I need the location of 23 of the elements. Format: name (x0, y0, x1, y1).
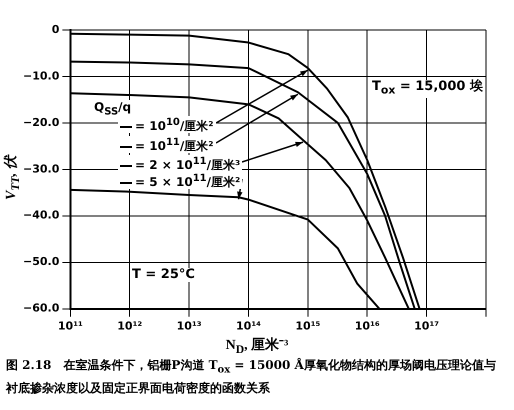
x-axis-title: N$_{D}$, 厘米⁻³ (224, 336, 290, 356)
x-tick-label: 10¹⁴ (236, 319, 262, 332)
x-tick-label: 10¹¹ (58, 319, 84, 332)
x-tick-label: 10¹³ (176, 319, 202, 332)
x-tick-label: 10¹² (117, 319, 142, 332)
y-tick-label: −20.0 (23, 116, 60, 129)
legend-label: = 5 × 10$^{11}$/厘米² (118, 172, 242, 189)
x-tick-label: 10¹⁵ (295, 319, 321, 332)
legend-label: = 10$^{11}$/厘米² (118, 136, 216, 153)
annotation: T = 25°C (130, 267, 197, 282)
annotation: Q$_{SS}$/q (92, 100, 134, 120)
y-tick-label: 0 (52, 22, 60, 36)
legend-label: = 2 × 10$^{11}$/厘米³ (118, 155, 242, 172)
x-tick-label: 10¹⁶ (354, 319, 380, 332)
y-tick-label: −60.0 (23, 302, 60, 315)
y-tick-label: −40.0 (23, 208, 60, 222)
y-tick-label: −10.0 (23, 69, 60, 82)
annotation: T$_{ox}$ = 15,000 埃 (370, 79, 485, 98)
x-tick-label: 10¹⁷ (414, 319, 440, 332)
y-tick-label: −30.0 (23, 162, 60, 176)
legend-label: = 10$^{10}$/厘米² (118, 116, 216, 133)
caption: 图 2.18 在室温条件下，铝栅P沟道 T$_{ox}$ = 15000 Å厚氧化物结构的厚场阈电压理论值与衬底掺杂浓度以及固定正界面电荷密度的函数关系 (6, 356, 497, 398)
y-tick-label: −50.0 (23, 255, 60, 268)
